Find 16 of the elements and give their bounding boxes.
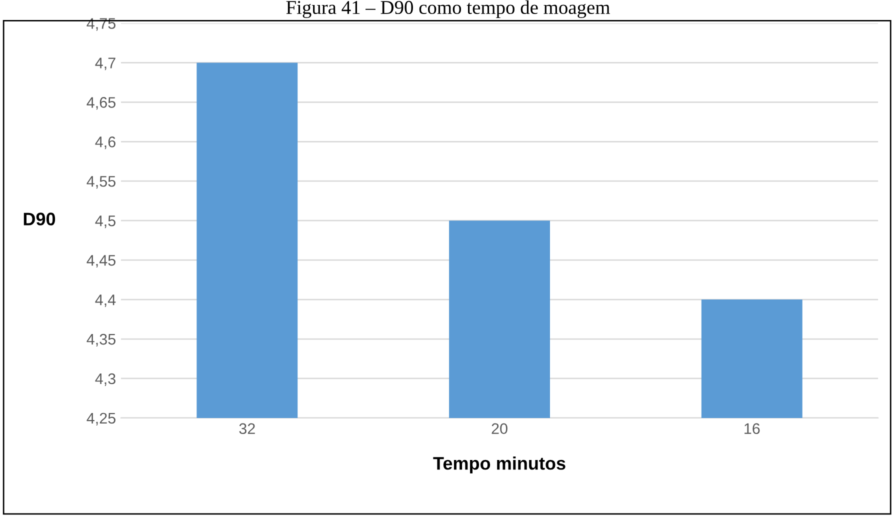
y-axis-title: D90 [24,212,56,226]
y-tick-label: 4,6 [95,136,116,150]
x-tick-label: 20 [492,423,508,434]
y-tick-label: 4,25 [86,412,116,426]
x-tick-label: 16 [744,423,760,434]
chart-title: Figura 41 – D90 como tempo de moagem [286,0,610,18]
y-tick-label: 4,45 [86,255,116,268]
y-tick-label: 4,35 [86,334,116,347]
y-tick-label: 4,65 [86,97,116,110]
y-tick-label: 4,7 [95,58,116,70]
y-tick-label: 4,55 [86,176,116,189]
x-tick-label: 32 [239,423,255,434]
y-tick-label: 4,5 [95,216,116,228]
y-tick-label: 4,4 [95,294,116,308]
y-tick-label: 4,3 [95,373,116,386]
x-axis-title: Tempo minutos [433,456,566,474]
